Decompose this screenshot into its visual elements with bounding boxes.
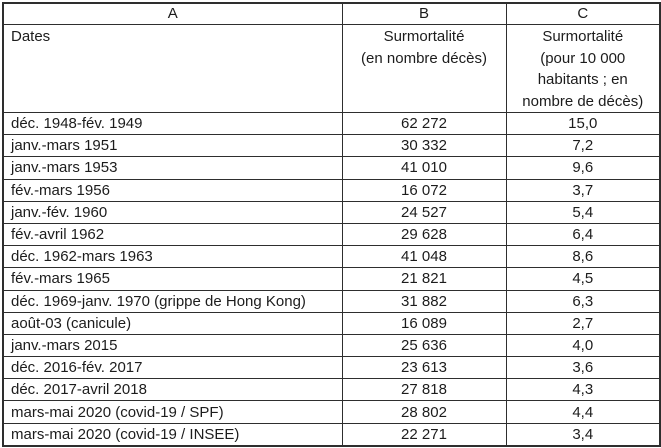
rate-cell: 6,3	[505, 289, 661, 313]
deaths-cell: 24 527	[341, 200, 507, 224]
header-row: Dates Surmortalité (en nombre décès) Sur…	[2, 24, 661, 113]
rate-cell: 3,6	[505, 356, 661, 380]
date-cell: déc. 1962-mars 1963	[2, 245, 343, 269]
deaths-cell: 29 628	[341, 222, 507, 247]
column-letters-row: A B C	[2, 2, 661, 25]
rate-cell: 3,4	[505, 422, 661, 447]
deaths-cell: 62 272	[341, 111, 507, 136]
rate-cell: 4,0	[505, 333, 661, 358]
deaths-cell: 41 048	[341, 245, 507, 269]
table-row: déc. 2017-avril 2018 27 818 4,3	[2, 378, 661, 402]
date-cell: déc. 2016-fév. 2017	[2, 356, 343, 380]
date-cell: août-03 (canicule)	[2, 311, 343, 335]
date-cell: fév.-mars 1965	[2, 267, 343, 291]
rate-cell: 7,2	[505, 134, 661, 158]
table-row: mars-mai 2020 (covid-19 / SPF) 28 802 4,…	[2, 400, 661, 424]
deaths-cell: 31 882	[341, 289, 507, 313]
rate-cell: 4,5	[505, 267, 661, 291]
rate-cell: 2,7	[505, 311, 661, 335]
date-cell: mars-mai 2020 (covid-19 / SPF)	[2, 400, 343, 424]
header-rate: Surmortalité (pour 10 000 habitants ; en…	[505, 24, 661, 113]
date-cell: janv.-mars 2015	[2, 333, 343, 358]
deaths-cell: 23 613	[341, 356, 507, 380]
date-cell: janv.-mars 1951	[2, 134, 343, 158]
date-cell: fév.-avril 1962	[2, 222, 343, 247]
table-row: janv.-mars 1953 41 010 9,6	[2, 156, 661, 180]
table-row: fév.-avril 1962 29 628 6,4	[2, 222, 661, 247]
table-row: mars-mai 2020 (covid-19 / INSEE) 22 271 …	[2, 422, 661, 447]
table-row: fév.-mars 1956 16 072 3,7	[2, 178, 661, 202]
deaths-cell: 27 818	[341, 378, 507, 402]
table-row: août-03 (canicule) 16 089 2,7	[2, 311, 661, 335]
deaths-cell: 16 072	[341, 178, 507, 202]
date-cell: mars-mai 2020 (covid-19 / INSEE)	[2, 422, 343, 447]
rate-cell: 5,4	[505, 200, 661, 224]
date-cell: janv.-mars 1953	[2, 156, 343, 180]
rate-cell: 6,4	[505, 222, 661, 247]
table-row: déc. 1962-mars 1963 41 048 8,6	[2, 245, 661, 269]
rate-cell: 4,4	[505, 400, 661, 424]
date-cell: déc. 2017-avril 2018	[2, 378, 343, 402]
table-row: janv.-fév. 1960 24 527 5,4	[2, 200, 661, 224]
column-letter-b: B	[341, 2, 507, 25]
table-row: déc. 1948-fév. 1949 62 272 15,0	[2, 111, 661, 136]
deaths-cell: 16 089	[341, 311, 507, 335]
table-row: janv.-mars 2015 25 636 4,0	[2, 333, 661, 358]
rate-cell: 4,3	[505, 378, 661, 402]
deaths-cell: 28 802	[341, 400, 507, 424]
date-cell: janv.-fév. 1960	[2, 200, 343, 224]
deaths-cell: 30 332	[341, 134, 507, 158]
table-row: janv.-mars 1951 30 332 7,2	[2, 134, 661, 158]
rate-cell: 15,0	[505, 111, 661, 136]
table-head: A B C Dates Surmortalité (en nombre décè…	[2, 2, 661, 113]
column-letter-a: A	[2, 2, 343, 25]
header-dates: Dates	[2, 24, 343, 113]
deaths-cell: 41 010	[341, 156, 507, 180]
rate-cell: 3,7	[505, 178, 661, 202]
column-letter-c: C	[505, 2, 661, 25]
date-cell: fév.-mars 1956	[2, 178, 343, 202]
date-cell: déc. 1969-janv. 1970 (grippe de Hong Kon…	[2, 289, 343, 313]
rate-cell: 8,6	[505, 245, 661, 269]
table-body: déc. 1948-fév. 1949 62 272 15,0 janv.-ma…	[2, 111, 661, 447]
table-row: déc. 2016-fév. 2017 23 613 3,6	[2, 356, 661, 380]
table-row: fév.-mars 1965 21 821 4,5	[2, 267, 661, 291]
table-row: déc. 1969-janv. 1970 (grippe de Hong Kon…	[2, 289, 661, 313]
rate-cell: 9,6	[505, 156, 661, 180]
date-cell: déc. 1948-fév. 1949	[2, 111, 343, 136]
deaths-cell: 25 636	[341, 333, 507, 358]
deaths-cell: 21 821	[341, 267, 507, 291]
header-deaths: Surmortalité (en nombre décès)	[341, 24, 507, 113]
deaths-cell: 22 271	[341, 422, 507, 447]
